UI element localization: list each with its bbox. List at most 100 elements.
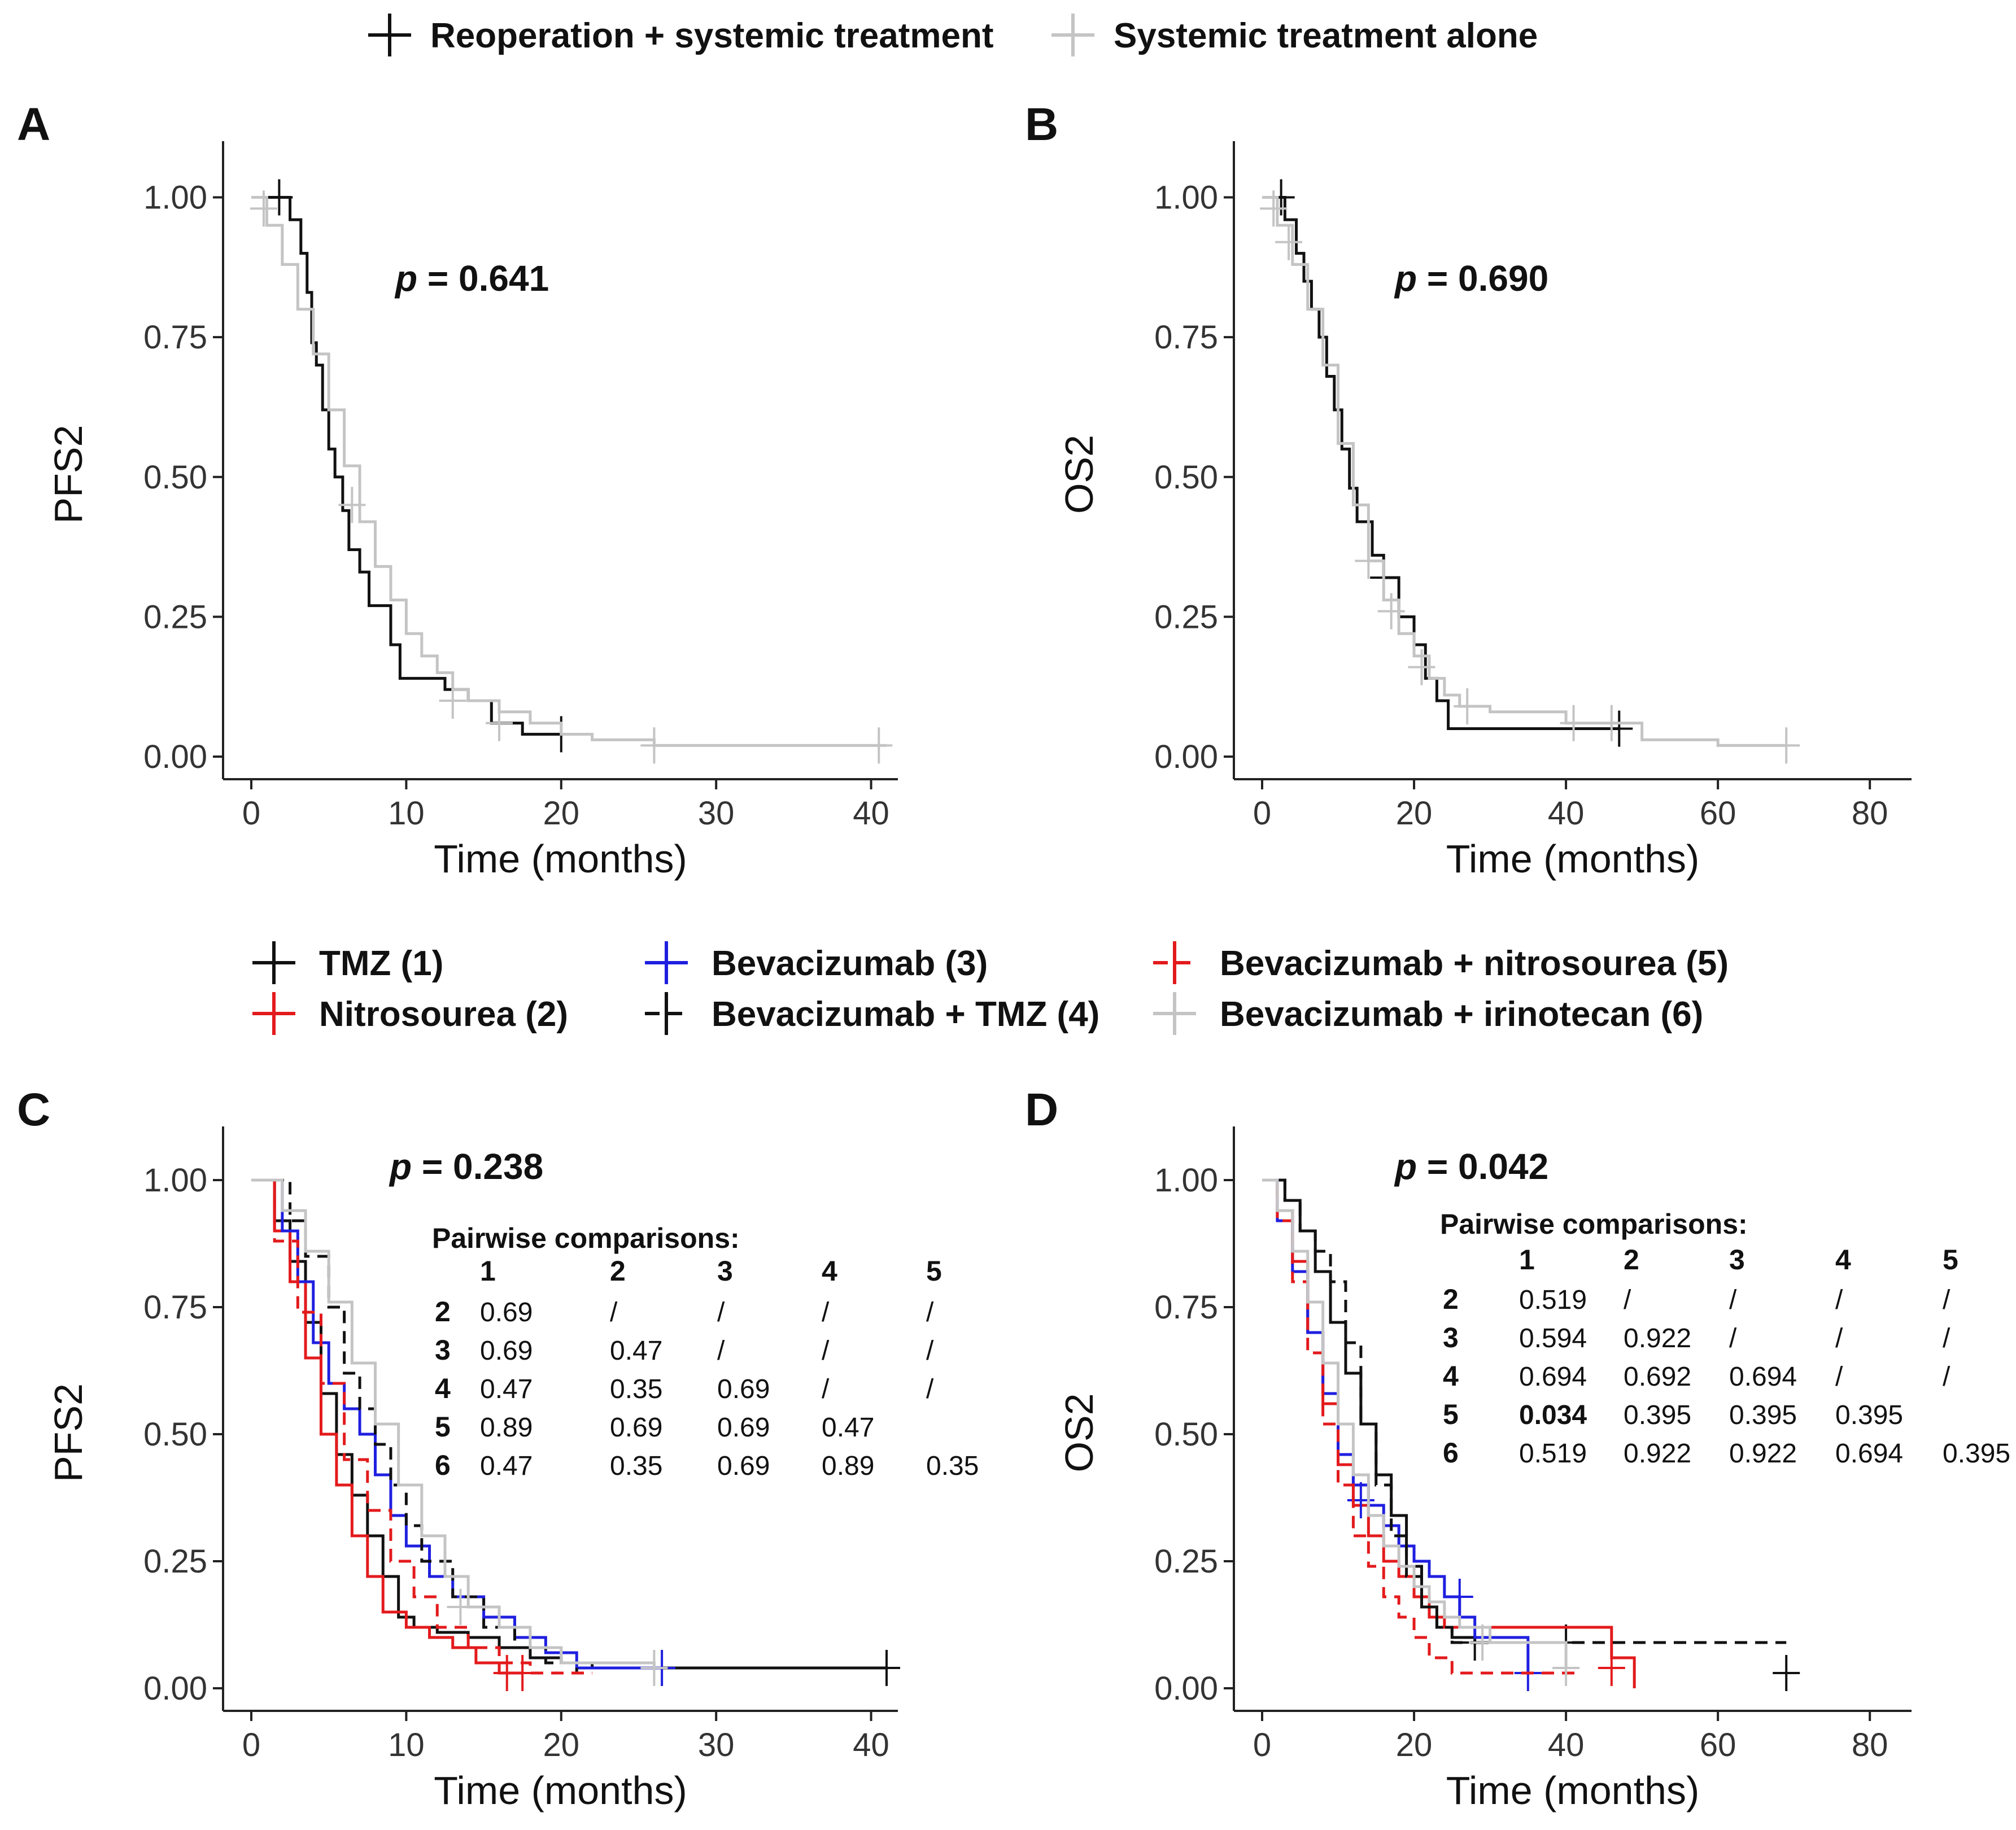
panel-c-xtick-label-4: 40 xyxy=(853,1727,889,1763)
panel-d-ytick-label-1: 0.25 xyxy=(1154,1543,1218,1580)
panel-d-pvalue-prefix: p xyxy=(1394,1146,1417,1187)
panel-b-xtick-label-3: 60 xyxy=(1700,795,1736,832)
panel-b-curve-systemic-treatment-alone xyxy=(1262,196,1787,747)
panel-d-x-title: Time (months) xyxy=(1446,1768,1700,1812)
panel-d-pairwise-row-4: 4 xyxy=(1443,1360,1459,1392)
panel-label-b: B xyxy=(1025,99,1058,150)
panel-d-pairwise-cell-6-4: 0.694 xyxy=(1835,1439,1903,1469)
panel-a-y-title: PFS2 xyxy=(46,425,90,523)
panel-b-ytick-label-3: 0.75 xyxy=(1154,319,1218,356)
panel-c-pairwise-cell-5-2: 0.69 xyxy=(610,1413,662,1443)
panel-c-pairwise-title: Pairwise comparisons: xyxy=(432,1222,740,1254)
panel-c-y-title: PFS2 xyxy=(46,1383,90,1482)
panel-d-pairwise-cell-2-1: 0.519 xyxy=(1519,1285,1587,1315)
panel-c-ytick-label-0: 0.00 xyxy=(143,1670,207,1707)
panel-d-curve-bevacizumab-irinotecan-6 xyxy=(1262,1178,1568,1668)
panel-c-pairwise-cell-2-1: 0.69 xyxy=(480,1298,533,1327)
panel-d-pairwise-title: Pairwise comparisons: xyxy=(1440,1208,1748,1240)
panel-c-xtick-label-1: 10 xyxy=(388,1727,425,1763)
panel-c-pairwise-cell-4-5: / xyxy=(926,1374,934,1404)
panel-c-xtick-label-2: 20 xyxy=(543,1727,580,1763)
panel-a-xtick-label-0: 0 xyxy=(242,795,260,832)
panel-d-pvalue-text: = 0.042 xyxy=(1417,1146,1548,1187)
panel-c-pairwise-cell-6-2: 0.35 xyxy=(610,1451,662,1481)
panel-d-ytick-label-3: 0.75 xyxy=(1154,1289,1218,1326)
panel-c-pairwise-cell-4-3: 0.69 xyxy=(717,1374,770,1404)
panel-d-pairwise-cell-4-4: / xyxy=(1835,1362,1843,1392)
panel-c-pairwise-cell-3-4: / xyxy=(822,1336,830,1366)
panel-d-xtick-label-0: 0 xyxy=(1253,1727,1271,1763)
panel-d-xtick-label-4: 80 xyxy=(1852,1727,1888,1763)
panel-b-xtick-label-0: 0 xyxy=(1253,795,1271,832)
panel-c-pairwise-cell-4-2: 0.35 xyxy=(610,1374,662,1404)
panel-a-pvalue-prefix: p xyxy=(394,258,417,299)
panel-d-pairwise-cell-6-1: 0.519 xyxy=(1519,1439,1587,1469)
panel-d-pairwise-cell-3-2: 0.922 xyxy=(1624,1324,1691,1353)
panel-d-pairwise-cell-2-5: / xyxy=(1943,1285,1950,1315)
panel-d-pairwise-cell-3-4: / xyxy=(1835,1324,1843,1353)
panel-c-curve-bevacizumab-irinotecan-6 xyxy=(251,1178,656,1668)
legend-mid-label-bevacizumab-tmz-4: Bevacizumab + TMZ (4) xyxy=(712,995,1099,1034)
panel-b-xtick-label-4: 80 xyxy=(1852,795,1888,832)
legend-mid: TMZ (1) Nitrosourea (2) Bevacizumab (3) Bev… xyxy=(252,941,1729,1035)
panel-d: D 0.00 0.25 0.50 0.75 1.00 0 20 40 60 80 Time (mon… xyxy=(1025,1084,2010,1812)
legend-top: Reoperation + systemic treatment Systemic… xyxy=(368,14,1538,56)
panel-d-pairwise-col-3: 3 xyxy=(1729,1244,1745,1276)
panel-d-ytick-label-2: 0.50 xyxy=(1154,1416,1218,1453)
legend-mid-label-nitrosourea-2: Nitrosourea (2) xyxy=(319,995,568,1034)
panel-c-pairwise-cell-4-1: 0.47 xyxy=(480,1374,533,1404)
panel-d-ytick-label-4: 1.00 xyxy=(1154,1162,1218,1199)
panel-d-curve-nitrosourea-2 xyxy=(1262,1178,1636,1688)
panel-a-curve-systemic-treatment-alone xyxy=(251,196,887,747)
panel-b-y-title: OS2 xyxy=(1057,435,1101,514)
panel-b-ytick-label-0: 0.00 xyxy=(1154,739,1218,775)
panel-b-ytick-label-4: 1.00 xyxy=(1154,180,1218,216)
panel-c-pairwise-cell-3-2: 0.47 xyxy=(610,1336,662,1366)
panel-a-ytick-label-0: 0.00 xyxy=(143,739,207,775)
panel-d-xtick-label-1: 20 xyxy=(1396,1727,1433,1763)
panel-c-pvalue-text: = 0.238 xyxy=(412,1146,543,1187)
panel-d-pairwise-row-3: 3 xyxy=(1443,1322,1459,1353)
panel-c-pairwise-cell-2-3: / xyxy=(717,1298,725,1327)
panel-b-ytick-label-2: 0.50 xyxy=(1154,459,1218,496)
panel-b-ytick-label-1: 0.25 xyxy=(1154,599,1218,635)
panel-c-pairwise-cell-5-1: 0.89 xyxy=(480,1413,533,1443)
panel-c-pairwise-table: Pairwise comparisons:1 2 3 4 52 0.69// //3 0.69… xyxy=(432,1222,979,1481)
panel-d-ytick-label-0: 0.00 xyxy=(1154,1670,1218,1707)
panel-d-pairwise-cell-5-3: 0.395 xyxy=(1729,1400,1797,1430)
panel-b-pvalue-text: = 0.690 xyxy=(1417,258,1548,299)
panel-label-c: C xyxy=(17,1084,50,1135)
panel-b-curve-reoperation-systemic-treatment xyxy=(1262,196,1620,730)
panel-b-xtick-label-1: 20 xyxy=(1396,795,1433,832)
panel-c-pvalue-prefix: p xyxy=(389,1146,412,1187)
panel-d-pairwise-cell-5-2: 0.395 xyxy=(1624,1400,1691,1430)
panel-c-x-title: Time (months) xyxy=(434,1768,687,1812)
panel-c-pairwise-col-1: 1 xyxy=(480,1255,496,1287)
panel-a-x-title: Time (months) xyxy=(434,837,687,881)
panel-c-pairwise-cell-3-5: / xyxy=(926,1336,934,1366)
panel-d-pairwise-cell-6-2: 0.922 xyxy=(1624,1439,1691,1469)
panel-a-xtick-label-1: 10 xyxy=(388,795,425,832)
panel-c-pairwise-cell-3-3: / xyxy=(717,1336,725,1366)
panel-a: A 0.00 0.25 0.50 0.75 1.00 0 10 20 30 40 Time (mon… xyxy=(17,99,898,881)
panel-a-pvalue-text: = 0.641 xyxy=(417,258,549,299)
panel-c-pvalue: p = 0.238 xyxy=(389,1146,543,1187)
panel-d-pairwise-cell-6-5: 0.395 xyxy=(1943,1439,2010,1469)
panel-c-pairwise-cell-6-5: 0.35 xyxy=(926,1451,979,1481)
panel-a-xtick-label-3: 30 xyxy=(698,795,735,832)
legend-mid-label-bevacizumab-3: Bevacizumab (3) xyxy=(712,944,988,983)
panel-c-pairwise-cell-5-4: 0.47 xyxy=(822,1413,874,1443)
panel-d-pairwise-row-2: 2 xyxy=(1443,1283,1459,1315)
panel-a-xtick-label-4: 40 xyxy=(853,795,889,832)
panel-c-pairwise-row-5: 5 xyxy=(435,1411,451,1443)
panel-d-pairwise-cell-4-1: 0.694 xyxy=(1519,1362,1587,1392)
panel-a-pvalue: p = 0.641 xyxy=(394,258,549,299)
panel-d-pairwise-row-5: 5 xyxy=(1443,1399,1459,1430)
legend-top-label-systemic-treatment-alone: Systemic treatment alone xyxy=(1114,16,1538,55)
panel-c-ytick-label-1: 0.25 xyxy=(143,1543,207,1580)
panel-c-pairwise-cell-2-5: / xyxy=(926,1298,934,1327)
panel-d-pairwise-col-1: 1 xyxy=(1519,1244,1535,1276)
panel-c-pairwise-cell-5-3: 0.69 xyxy=(717,1413,770,1443)
panel-d-pairwise-cell-3-3: / xyxy=(1729,1324,1737,1353)
